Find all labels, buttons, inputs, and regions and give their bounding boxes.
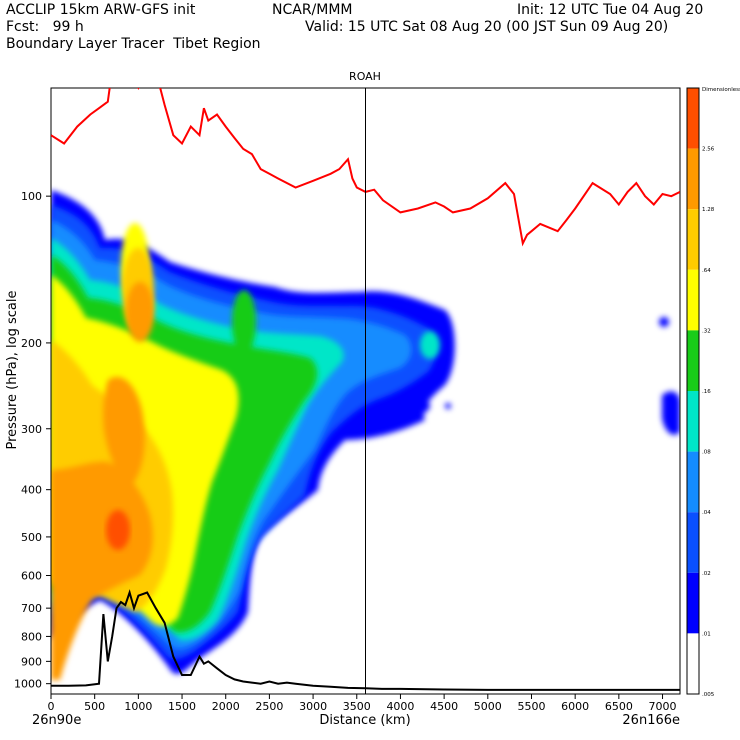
colorbar-swatch	[687, 391, 699, 452]
colorbar-label: .32	[702, 328, 711, 334]
x-tick-label: 1500	[168, 700, 196, 713]
header-line1-right: Init: 12 UTC Tue 04 Aug 20	[517, 2, 704, 18]
colorbar-swatch	[687, 633, 699, 694]
x-tick-label: 4500	[430, 700, 458, 713]
header-line1-left: ACCLIP 15km ARW-GFS init	[6, 2, 196, 18]
y-tick-label: 100	[21, 190, 42, 203]
x-axis-label: Distance (km)	[319, 713, 410, 728]
colorbar-frame	[686, 87, 700, 695]
colorbar-swatch	[687, 330, 699, 391]
tracer-field	[51, 190, 680, 680]
colorbar-swatch	[687, 88, 699, 149]
y-tick-label: 400	[21, 484, 42, 497]
colorbar-label: .08	[702, 450, 711, 456]
colorbar-swatch	[687, 512, 699, 573]
colorbar-label: .01	[702, 631, 711, 637]
colorbar-label: .04	[702, 510, 711, 516]
tropopause-polyline	[51, 88, 680, 247]
x-tick-label: 4000	[386, 700, 414, 713]
y-tick-label: 700	[21, 602, 42, 615]
colorbar-label: .16	[702, 389, 711, 395]
x-start-label: 26n90e	[32, 713, 81, 728]
colorbar-swatch	[687, 269, 699, 331]
tracer-contour-2.56	[106, 510, 130, 550]
colorbar-label: .64	[702, 268, 711, 274]
colorbar-label: .005	[702, 692, 715, 698]
colorbar-swatch	[687, 572, 699, 634]
colorbar-label: 2.56	[702, 147, 715, 153]
y-tick-label: 300	[21, 423, 42, 436]
x-tick-label: 2000	[212, 700, 240, 713]
x-tick-label: 0	[48, 700, 55, 713]
colorbar-swatch	[687, 148, 699, 210]
colorbar-swatch	[687, 451, 699, 513]
colorbar-swatch	[687, 209, 699, 270]
x-tick-label: 1000	[124, 700, 152, 713]
y-tick-label: 1000	[14, 678, 42, 691]
x-tick-label: 6500	[605, 700, 633, 713]
x-tick-label: 6000	[561, 700, 589, 713]
y-tick-label: 500	[21, 531, 42, 544]
x-axis-ticks: 0 500 1000 1500 2000 2500 3000 3500 4000 4500 5000…	[48, 694, 677, 713]
y-tick-label: 800	[21, 630, 42, 643]
x-end-label: 26n166e	[622, 713, 680, 728]
y-tick-label: 200	[21, 337, 42, 350]
tropopause-line	[51, 88, 680, 247]
surface-line	[51, 589, 680, 691]
colorbar-label: 1.28	[702, 207, 715, 213]
colorbar-label: .02	[702, 571, 711, 577]
header-line3-left: Boundary Layer Tracer Tibet Region	[6, 36, 261, 52]
header-line2-left: Fcst: 99 h	[6, 19, 84, 35]
chart-title: ROAH	[349, 70, 381, 83]
x-tick-label: 2500	[255, 700, 283, 713]
header-line2-right: Valid: 15 UTC Sat 08 Aug 20 (00 JST Sun …	[305, 19, 669, 35]
x-tick-label: 3500	[343, 700, 371, 713]
x-tick-label: 5000	[474, 700, 502, 713]
surface-polyline	[51, 589, 680, 691]
y-tick-label: 900	[21, 655, 42, 668]
x-tick-label: 5500	[517, 700, 545, 713]
x-tick-label: 7000	[649, 700, 677, 713]
y-axis-label: Pressure (hPa), log scale	[5, 291, 20, 450]
x-tick-label: 500	[84, 700, 105, 713]
tracer-contour-1.28	[51, 282, 154, 680]
colorbar-label: Dimensionless	[702, 87, 740, 93]
header-line1-mid: NCAR/MMM	[272, 2, 353, 18]
colorbar: Dimensionless 2.56 1.28 .64 .32 .16 .08 .04 .02.…	[686, 87, 740, 698]
y-axis-ticks: 100 200 300 400 500 600 700 800 900 1000	[14, 190, 51, 691]
y-tick-label: 600	[21, 570, 42, 583]
x-tick-label: 3000	[299, 700, 327, 713]
